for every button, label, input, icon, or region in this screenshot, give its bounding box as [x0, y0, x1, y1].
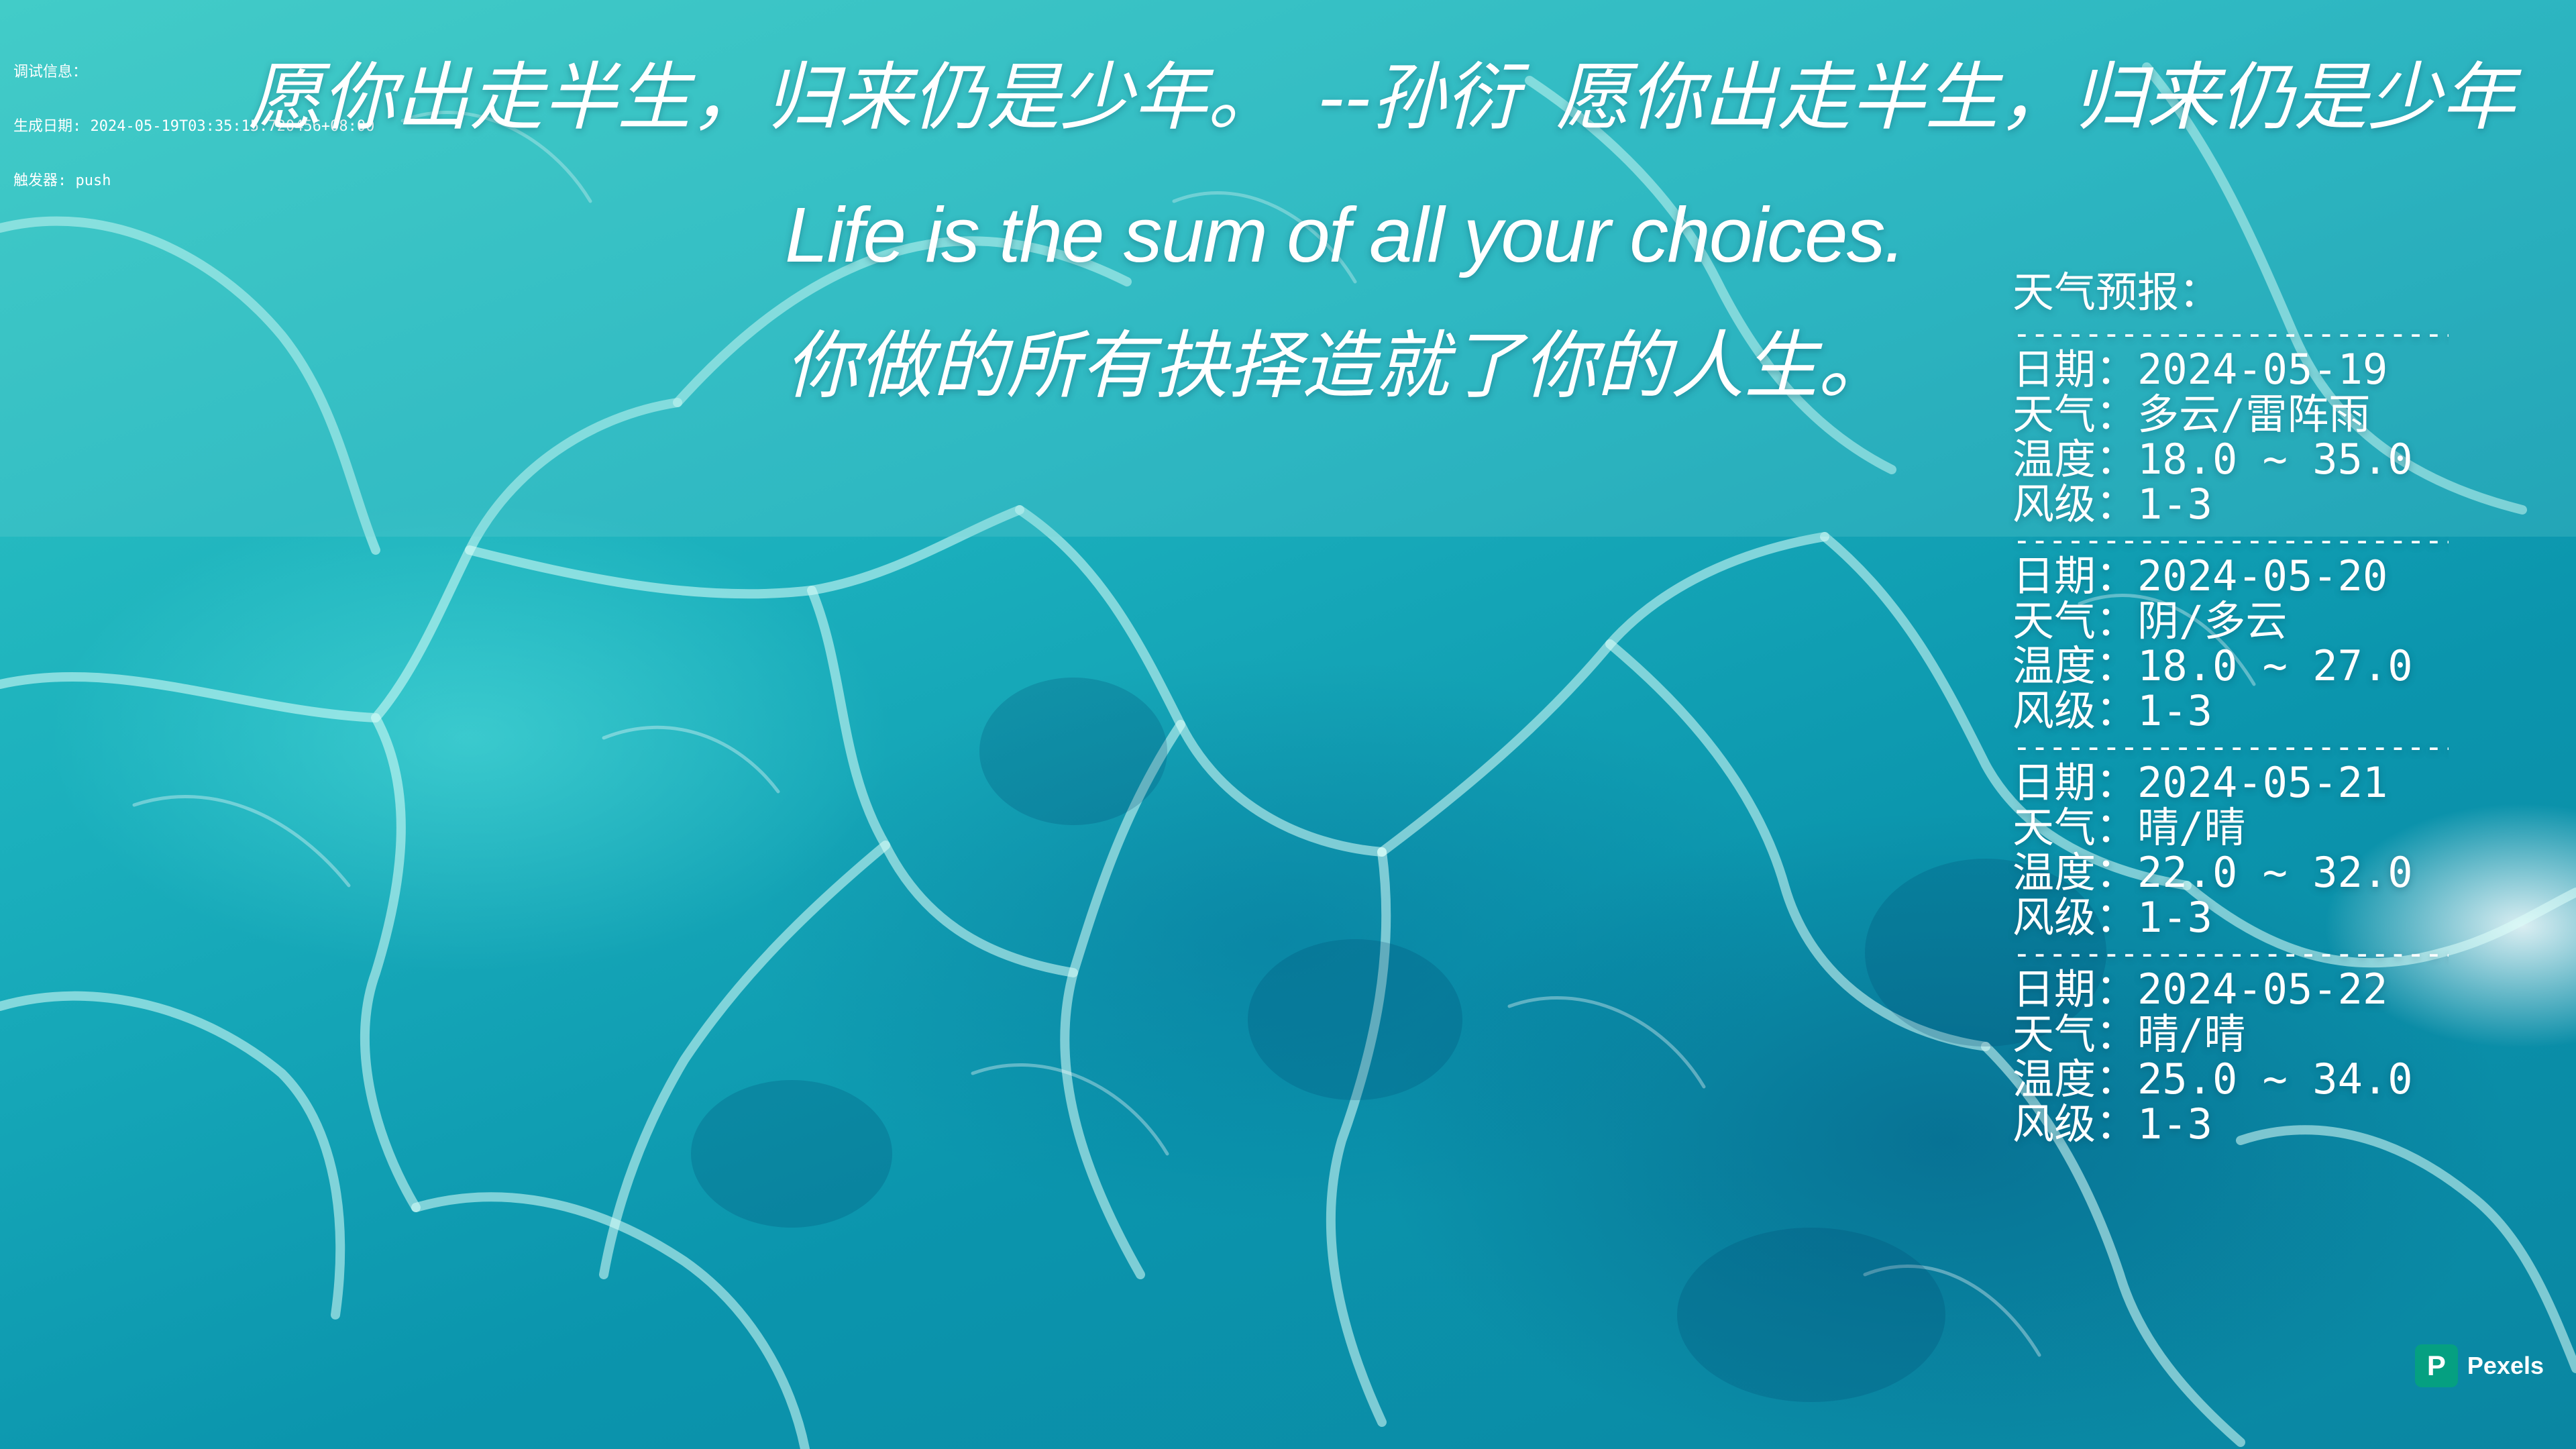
weather-day: 日期：2024-05-20 天气：阴/多云 温度：18.0 ~ 27.0 风级：…	[2012, 553, 2449, 733]
weather-wind: 风级：1-3	[2012, 1099, 2212, 1148]
weather-date: 日期：2024-05-19	[2012, 345, 2388, 394]
weather-temperature: 温度：22.0 ~ 32.0	[2012, 848, 2413, 897]
quote-cn-repeat: 愿你出走半生，归来仍是少年	[1556, 54, 2516, 140]
weather-condition: 天气：多云/雷阵雨	[2012, 390, 2371, 439]
debug-generated-date: 生成日期: 2024-05-19T03:35:15.720456+08:00	[13, 118, 375, 135]
debug-title: 调试信息：	[13, 64, 88, 80]
weather-day: 日期：2024-05-21 天气：晴/晴 温度：22.0 ~ 32.0 风级：1…	[2012, 760, 2449, 940]
weather-divider: ------------------------------	[2012, 733, 2449, 760]
header-overlay-band	[0, 0, 2576, 537]
weather-condition: 天气：阴/多云	[2012, 596, 2288, 645]
weather-date: 日期：2024-05-22	[2012, 965, 2388, 1014]
quote-author: --孙衍	[1318, 54, 1519, 140]
quote-english: Life is the sum of all your choices.	[785, 191, 1906, 278]
quote-chinese: 你做的所有抉择造就了你的人生。	[785, 323, 1892, 409]
weather-condition: 天气：晴/晴	[2012, 803, 2246, 852]
pexels-watermark: P Pexels	[2414, 1344, 2544, 1387]
weather-wind: 风级：1-3	[2012, 480, 2212, 529]
pexels-logo-icon: P	[2414, 1344, 2458, 1387]
weather-date: 日期：2024-05-21	[2012, 758, 2388, 807]
weather-day: 日期：2024-05-22 天气：晴/晴 温度：25.0 ~ 34.0 风级：1…	[2012, 967, 2449, 1146]
debug-trigger: 触发器: push	[13, 172, 111, 189]
weather-divider: ------------------------------	[2012, 527, 2449, 553]
weather-forecast-panel: 天气预报： ------------------------------ 日期：…	[2012, 265, 2449, 1146]
weather-wind: 风级：1-3	[2012, 686, 2212, 735]
quote-cn: 愿你出走半生，归来仍是少年。	[248, 54, 1281, 140]
pexels-label: Pexels	[2467, 1352, 2544, 1379]
weather-divider: ------------------------------	[2012, 320, 2449, 347]
weather-temperature: 温度：18.0 ~ 35.0	[2012, 435, 2413, 484]
weather-temperature: 温度：25.0 ~ 34.0	[2012, 1055, 2413, 1104]
weather-heading: 天气预报：	[2012, 268, 2221, 317]
weather-wind: 风级：1-3	[2012, 893, 2212, 942]
weather-divider: ------------------------------	[2012, 940, 2449, 967]
weather-temperature: 温度：18.0 ~ 27.0	[2012, 641, 2413, 690]
weather-day: 日期：2024-05-19 天气：多云/雷阵雨 温度：18.0 ~ 35.0 风…	[2012, 347, 2449, 527]
weather-date: 日期：2024-05-20	[2012, 551, 2388, 600]
quote-line: 愿你出走半生，归来仍是少年。 --孙衍 愿你出走半生，归来仍是少年	[248, 47, 2515, 148]
weather-condition: 天气：晴/晴	[2012, 1010, 2246, 1059]
debug-info: 调试信息： 生成日期: 2024-05-19T03:35:15.720456+0…	[13, 27, 374, 226]
